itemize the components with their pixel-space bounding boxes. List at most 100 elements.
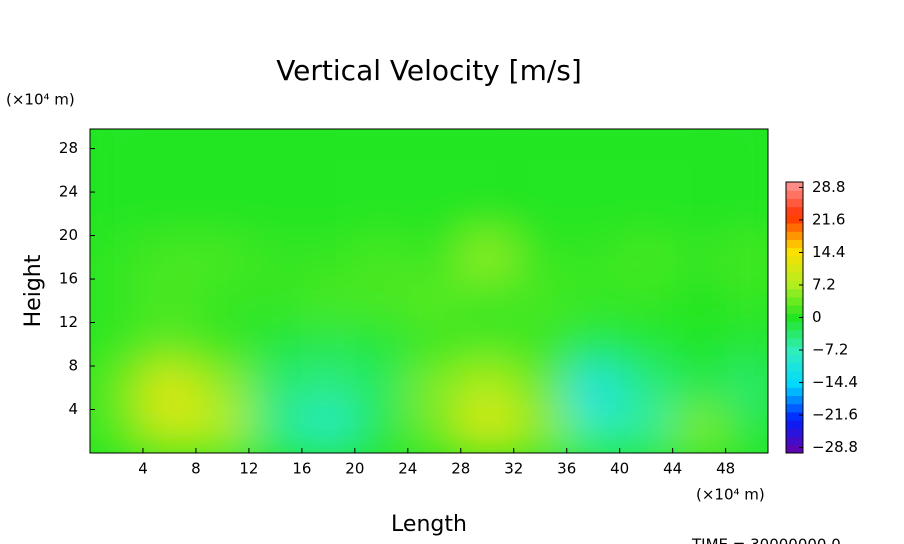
cell bbox=[407, 192, 461, 236]
x-tick-label: 24 bbox=[398, 460, 417, 478]
colorbar-band bbox=[786, 206, 803, 216]
colorbar-tick-label: −21.6 bbox=[812, 406, 858, 424]
cell bbox=[354, 322, 408, 367]
cell bbox=[566, 235, 620, 280]
cell bbox=[142, 148, 196, 193]
cell bbox=[142, 129, 196, 149]
cell bbox=[460, 148, 514, 193]
x-tick-label: 40 bbox=[610, 460, 629, 478]
x-tick-label: 12 bbox=[239, 460, 258, 478]
cell bbox=[142, 366, 196, 410]
cell bbox=[619, 279, 673, 323]
cell bbox=[619, 366, 673, 410]
cell bbox=[725, 322, 768, 367]
cell bbox=[513, 148, 567, 193]
colorbar-band bbox=[786, 403, 803, 413]
cell bbox=[195, 322, 249, 367]
colorbar-band bbox=[786, 239, 803, 249]
cell bbox=[513, 409, 567, 453]
y-tick-label: 28 bbox=[59, 139, 78, 157]
cell bbox=[566, 129, 620, 149]
cell bbox=[619, 148, 673, 193]
colorbar-tick-label: 21.6 bbox=[812, 210, 845, 228]
cell bbox=[619, 322, 673, 367]
colorbar-band bbox=[786, 329, 803, 339]
cell bbox=[566, 366, 620, 410]
x-tick-label: 32 bbox=[504, 460, 523, 478]
cell bbox=[248, 366, 302, 410]
cell bbox=[460, 192, 514, 236]
cell bbox=[407, 409, 461, 453]
colorbar-band bbox=[786, 428, 803, 438]
cell bbox=[513, 129, 567, 149]
cell bbox=[672, 148, 726, 193]
colorbar-band bbox=[786, 214, 803, 224]
cell bbox=[566, 409, 620, 453]
cell bbox=[513, 235, 567, 280]
y-tick-label: 16 bbox=[59, 270, 78, 288]
cell bbox=[90, 148, 143, 193]
x-unit: (×10⁴ m) bbox=[696, 486, 765, 504]
cell bbox=[301, 366, 355, 410]
cell bbox=[354, 279, 408, 323]
cell bbox=[672, 235, 726, 280]
colorbar-tick-label: 14.4 bbox=[812, 243, 845, 261]
cell bbox=[195, 148, 249, 193]
plot-frame bbox=[89, 128, 769, 454]
x-tick-label: 36 bbox=[557, 460, 576, 478]
cell bbox=[619, 235, 673, 280]
cell bbox=[513, 366, 567, 410]
cell bbox=[301, 192, 355, 236]
colorbar-band bbox=[786, 411, 803, 421]
x-tick-label: 8 bbox=[191, 460, 201, 478]
cell bbox=[142, 192, 196, 236]
cell bbox=[195, 235, 249, 280]
colorbar-band bbox=[786, 354, 803, 364]
cell bbox=[566, 279, 620, 323]
colorbar-tick-label: 7.2 bbox=[812, 275, 836, 293]
cell bbox=[248, 192, 302, 236]
cell bbox=[90, 235, 143, 280]
x-tick-label: 28 bbox=[451, 460, 470, 478]
cell bbox=[566, 322, 620, 367]
colorbar-band bbox=[786, 321, 803, 331]
colorbar-band bbox=[786, 223, 803, 232]
cell bbox=[407, 322, 461, 367]
cell bbox=[301, 322, 355, 367]
colorbar-band bbox=[786, 272, 803, 282]
cell bbox=[195, 129, 249, 149]
cell bbox=[142, 279, 196, 323]
y-tick-label: 4 bbox=[68, 400, 78, 418]
cell bbox=[354, 366, 408, 410]
colorbar-tick-label: 0 bbox=[812, 308, 822, 326]
cell bbox=[90, 322, 143, 367]
cell bbox=[725, 235, 768, 280]
colorbar-band bbox=[786, 362, 803, 372]
x-tick-label: 48 bbox=[716, 460, 735, 478]
cell bbox=[672, 192, 726, 236]
cell bbox=[460, 235, 514, 280]
cell bbox=[354, 235, 408, 280]
y-axis-label: Height bbox=[21, 254, 46, 327]
cell bbox=[354, 192, 408, 236]
cell bbox=[672, 366, 726, 410]
cell bbox=[725, 409, 768, 453]
cell bbox=[619, 409, 673, 453]
cell bbox=[195, 366, 249, 410]
colorbar-band bbox=[786, 387, 803, 397]
x-tick-label: 20 bbox=[345, 460, 364, 478]
colorbar-band bbox=[786, 444, 803, 454]
cell bbox=[248, 322, 302, 367]
colorbar-tick-label: −28.8 bbox=[812, 438, 858, 456]
field bbox=[90, 129, 768, 453]
colorbar-tick-label: −7.2 bbox=[812, 341, 848, 359]
colorbar-band bbox=[786, 370, 803, 380]
colorbar-band bbox=[786, 247, 803, 257]
cell bbox=[90, 192, 143, 236]
cell bbox=[619, 192, 673, 236]
colorbar-band bbox=[786, 313, 803, 323]
colorbar-band bbox=[786, 182, 803, 191]
colorbar-band bbox=[786, 395, 803, 405]
cell bbox=[354, 129, 408, 149]
